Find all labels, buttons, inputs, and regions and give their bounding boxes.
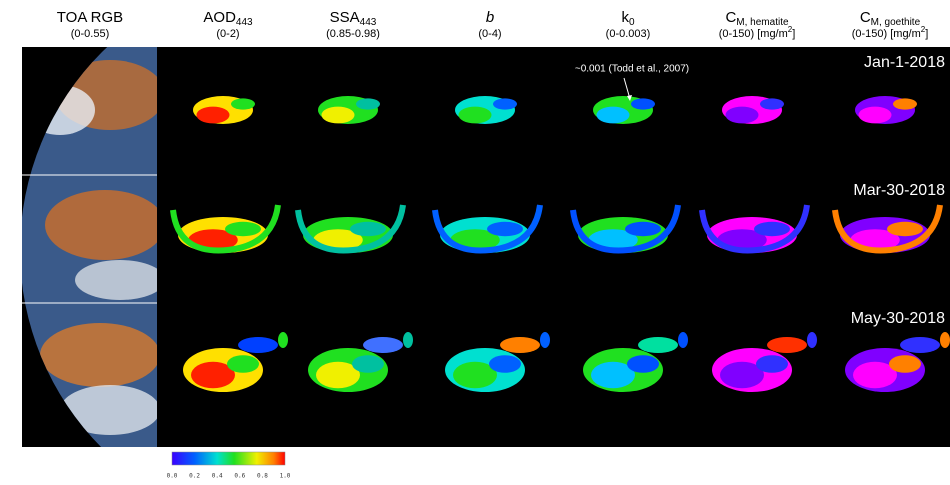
map-blob	[227, 355, 259, 373]
map-blob	[726, 107, 759, 124]
column-headers: TOA RGB(0-0.55)AOD443(0-2)SSA443(0.85-0.…	[57, 9, 929, 40]
map-blob	[363, 337, 403, 353]
figure: Jan-1-2018 Mar-30-2018 May-30-2018 ~0.00…	[0, 0, 950, 480]
range-text: (0.85-0.98)	[326, 28, 380, 40]
map-blob	[638, 337, 678, 353]
map-blob	[350, 222, 386, 236]
map-blob	[678, 332, 688, 348]
column-title: CM, hematite	[725, 9, 789, 28]
column-name: C	[725, 9, 736, 26]
map-blob	[238, 337, 278, 353]
map-blob	[540, 332, 550, 348]
map-blob	[807, 332, 817, 348]
map-blob	[893, 98, 917, 109]
map-blob	[887, 222, 923, 236]
map-blob	[627, 355, 659, 373]
range-text: (0-150) [mg/m	[719, 28, 788, 40]
range-tail: ]	[925, 28, 928, 40]
map-blob	[322, 107, 355, 124]
map-blob	[889, 355, 921, 373]
map-blob	[231, 98, 255, 109]
colorbar-tick-label: 0.2	[189, 473, 200, 480]
column-title: TOA RGB	[57, 9, 123, 26]
page: {"columns": [ {"name": "TOA RGB", "range…	[0, 0, 950, 480]
colorbar-tick-label: 0.0	[167, 473, 178, 480]
column-title: SSA443	[330, 9, 377, 28]
body: Jan-1-2018 Mar-30-2018 May-30-2018 ~0.00…	[0, 0, 950, 480]
range-text: (0-2)	[216, 28, 239, 40]
column-range: (0.85-0.98)	[326, 28, 380, 40]
map-blob	[756, 355, 788, 373]
range-tail: ]	[792, 28, 795, 40]
column-range: (0-150) [mg/m2]	[852, 25, 929, 40]
colorbar-tick-label: 0.4	[212, 473, 223, 480]
range-text: (0-0.55)	[71, 28, 110, 40]
column-title: k0	[621, 9, 635, 28]
column-range: (0-0.55)	[71, 28, 110, 40]
colorbar-tick-label: 1.0	[280, 473, 291, 480]
column-subscript: M, goethite	[871, 17, 921, 28]
date-label: Mar-30-2018	[853, 182, 945, 199]
date-label: Jan-1-2018	[864, 54, 945, 71]
map-blob	[631, 98, 655, 109]
colorbar	[172, 452, 285, 465]
map-blob	[940, 332, 950, 348]
column-title: b	[486, 9, 494, 26]
map-blob	[459, 107, 492, 124]
date-label: May-30-2018	[851, 310, 945, 327]
column-name: SSA	[330, 9, 360, 26]
annotation: ~0.001 (Todd et al., 2007)	[575, 64, 689, 75]
range-text: (0-150) [mg/m	[852, 28, 921, 40]
map-blob	[489, 355, 521, 373]
map-blob	[352, 355, 384, 373]
column-subscript: 443	[236, 17, 253, 28]
range-text: (0-4)	[478, 28, 501, 40]
column-range: (0-2)	[216, 28, 239, 40]
map-blob	[754, 222, 790, 236]
column-name: C	[860, 9, 871, 26]
map-blob	[493, 98, 517, 109]
range-text: (0-0.003)	[606, 28, 651, 40]
column-title: AOD443	[203, 9, 253, 28]
map-blob	[487, 222, 523, 236]
column-range: (0-150) [mg/m2]	[719, 25, 796, 40]
colorbar-ticks: 0.0 0.2 0.4 0.6 0.8 1.0	[167, 473, 291, 480]
column-name: TOA RGB	[57, 9, 123, 26]
map-blob	[900, 337, 940, 353]
map-blob	[625, 222, 661, 236]
map-blob	[403, 332, 413, 348]
column-title: CM, goethite	[860, 9, 921, 28]
column-range: (0-0.003)	[606, 28, 651, 40]
colorbar-tick-label: 0.6	[234, 473, 245, 480]
colorbar-tick-label: 0.8	[257, 473, 268, 480]
column-range: (0-4)	[478, 28, 501, 40]
map-blob	[760, 98, 784, 109]
map-blob	[859, 107, 892, 124]
column-name: AOD	[203, 9, 236, 26]
column-subscript: 443	[360, 17, 377, 28]
map-blob	[225, 222, 261, 236]
column-subscript: M, hematite	[736, 17, 789, 28]
map-blob	[278, 332, 288, 348]
column-name: b	[486, 9, 494, 26]
map-blob	[767, 337, 807, 353]
map-blob	[597, 107, 630, 124]
column-subscript: 0	[629, 17, 635, 28]
map-panel	[157, 47, 950, 447]
map-blob	[356, 98, 380, 109]
map-blob	[197, 107, 230, 124]
map-blob	[500, 337, 540, 353]
